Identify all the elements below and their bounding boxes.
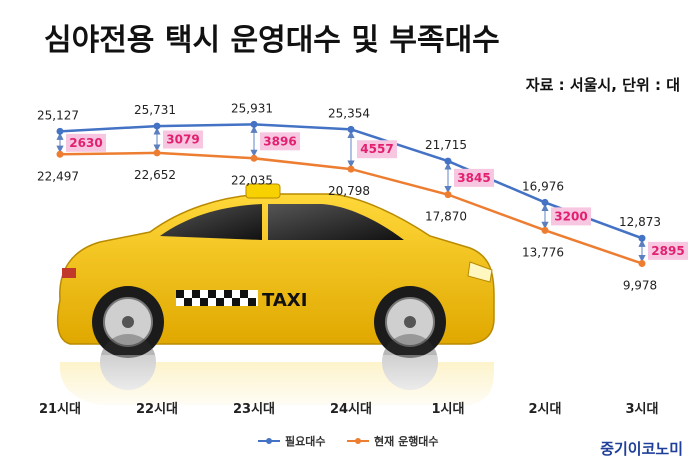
difference-label: 2895 [651,244,684,258]
difference-label: 3896 [263,134,296,148]
legend-label-current: 현재 운행대수 [374,434,439,448]
data-label-current: 13,776 [522,245,564,259]
category-label: 24시대 [330,402,372,417]
legend: 필요대수 현재 운행대수 [258,434,439,448]
category-label: 1시대 [432,402,465,417]
data-label-required: 21,715 [425,138,467,152]
point-current [153,149,161,157]
category-label: 2시대 [529,402,562,417]
data-label-current: 22,035 [231,173,273,187]
difference-box [260,132,300,151]
rear-wheel [92,286,164,358]
data-label-current: 9,978 [623,278,657,292]
data-label-required: 25,354 [328,106,370,120]
point-required [250,120,258,128]
difference-box [551,207,591,226]
difference-label: 3079 [166,132,199,146]
category-label: 21시대 [39,402,81,417]
data-label-required: 12,873 [619,215,661,229]
legend-label-required: 필요대수 [285,434,325,448]
data-label-current: 22,652 [134,168,176,182]
data-label-current: 22,497 [37,169,79,183]
difference-box [163,130,203,149]
data-label-required: 25,127 [37,108,79,122]
data-label-required: 16,976 [522,179,564,193]
point-current [638,259,646,267]
point-required [444,157,452,165]
point-current [541,226,549,234]
point-current [250,154,258,162]
difference-label: 3845 [457,171,490,185]
front-wheel [374,286,446,358]
difference-label: 3200 [554,209,587,223]
chart-title: 심야전용 택시 운영대수 및 부족대수 [44,23,500,58]
point-current [444,191,452,199]
category-label: 3시대 [626,402,659,417]
point-current [56,150,64,158]
point-required [347,125,355,133]
difference-box [357,140,397,159]
data-label-required: 25,731 [134,103,176,117]
point-required [541,198,549,206]
data-label-current: 20,798 [328,184,370,198]
point-required [153,122,161,130]
difference-box [454,168,494,187]
point-required [638,234,646,242]
legend-marker-required [266,438,272,444]
difference-label: 4557 [360,142,393,156]
data-label-current: 17,870 [425,210,467,224]
point-current [347,165,355,173]
brand-logo-text: 중기이코노미 [600,440,683,458]
difference-box [66,133,106,152]
difference-box [648,241,688,260]
data-label-required: 25,931 [231,101,273,115]
legend-marker-current [355,438,361,444]
point-required [56,127,64,135]
taxi-sign-text: TAXI [262,290,307,311]
source-note: 자료 : 서울시, 단위 : 대 [526,76,680,94]
checkered-stripe [176,290,258,306]
category-label: 23시대 [233,402,275,417]
taxi-illustration: TAXI [40,183,520,415]
difference-label: 2630 [69,136,102,150]
category-label: 22시대 [136,402,178,417]
